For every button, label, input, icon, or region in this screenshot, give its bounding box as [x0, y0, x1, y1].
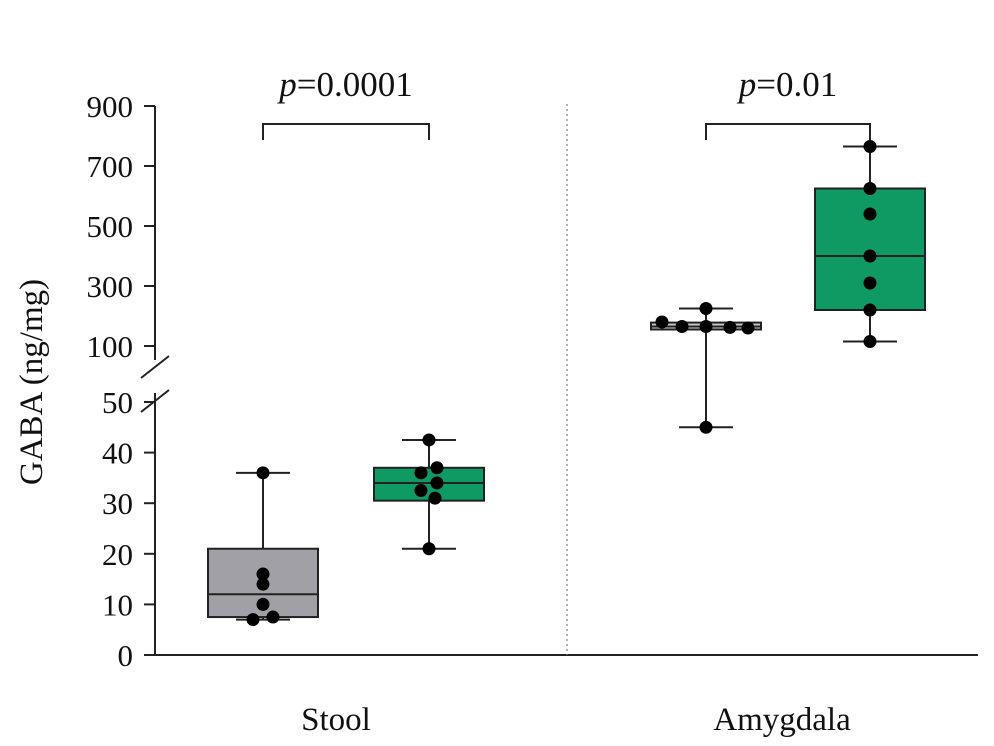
data-point — [256, 567, 270, 581]
data-point — [863, 207, 877, 221]
y-tick-label: 0 — [118, 638, 134, 673]
data-point — [863, 140, 877, 153]
y-tick-label: 40 — [102, 436, 133, 471]
p-value-prefix: p — [276, 65, 297, 104]
data-point — [863, 335, 877, 348]
y-axis-label: GABA (ng/mg) — [14, 279, 50, 485]
y-tick-label: 100 — [87, 329, 134, 364]
y-tick-label: 10 — [102, 587, 133, 622]
y-tick-label: 50 — [102, 385, 133, 420]
data-point — [266, 610, 280, 624]
y-tick-label: 30 — [102, 486, 133, 521]
p-value-number: =0.01 — [756, 65, 837, 104]
data-point — [699, 320, 713, 333]
y-tick-label: 300 — [87, 269, 134, 304]
data-point — [414, 484, 428, 498]
data-point — [430, 476, 444, 490]
data-point — [675, 320, 689, 333]
data-point — [428, 491, 442, 505]
data-point — [246, 613, 260, 627]
data-point — [699, 420, 713, 434]
data-point — [430, 461, 444, 475]
data-point — [863, 303, 877, 317]
data-point — [863, 249, 877, 263]
data-point — [414, 466, 428, 480]
category-label: Amygdala — [713, 702, 851, 738]
data-point — [741, 321, 755, 335]
p-value-prefix: p — [736, 65, 757, 104]
y-tick-label: 900 — [87, 89, 134, 124]
y-tick-label: 500 — [87, 209, 134, 244]
data-point — [863, 182, 877, 195]
significance-bracket — [262, 123, 430, 140]
data-point — [655, 315, 669, 329]
data-point — [422, 542, 436, 556]
data-point — [256, 466, 270, 480]
axes: 0 10 20 30 40 50 100 300 500 700 900 — [87, 89, 978, 673]
data-point — [422, 433, 436, 447]
p-value-label: p=0.0001 — [276, 65, 413, 104]
data-point — [256, 597, 270, 611]
y-tick-label: 700 — [87, 149, 134, 184]
category-label: Stool — [301, 702, 371, 738]
data-point — [863, 276, 877, 290]
y-tick-label: 20 — [102, 537, 133, 572]
p-value-label: p=0.01 — [736, 65, 838, 104]
box-plots — [207, 140, 926, 627]
significance-bracket — [705, 123, 871, 140]
data-point — [699, 302, 713, 315]
axis-break-mark — [140, 355, 170, 379]
box-green — [373, 466, 485, 502]
box-green — [814, 187, 926, 311]
data-point — [723, 320, 737, 334]
p-value-number: =0.0001 — [297, 65, 413, 104]
data-point — [256, 577, 270, 591]
